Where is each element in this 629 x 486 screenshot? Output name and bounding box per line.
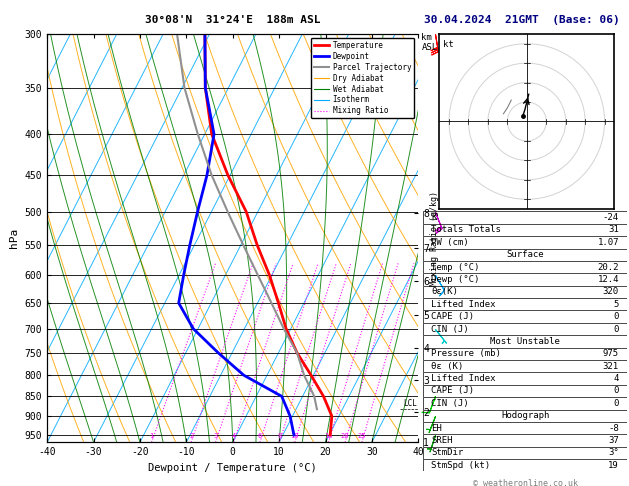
- Text: 20: 20: [341, 433, 349, 439]
- Y-axis label: hPa: hPa: [9, 228, 19, 248]
- Text: PW (cm): PW (cm): [431, 238, 469, 247]
- Text: 4: 4: [231, 433, 236, 439]
- Text: 1: 1: [150, 433, 153, 439]
- Text: 0: 0: [613, 399, 619, 408]
- Text: CAPE (J): CAPE (J): [431, 312, 474, 321]
- Text: StmSpd (kt): StmSpd (kt): [431, 461, 491, 470]
- Text: 20.2: 20.2: [598, 262, 619, 272]
- Text: StmDir: StmDir: [431, 449, 464, 457]
- Text: 8: 8: [277, 433, 282, 439]
- Text: Most Unstable: Most Unstable: [490, 337, 560, 346]
- Legend: Temperature, Dewpoint, Parcel Trajectory, Dry Adiabat, Wet Adiabat, Isotherm, Mi: Temperature, Dewpoint, Parcel Trajectory…: [311, 38, 415, 119]
- Text: 4: 4: [613, 374, 619, 383]
- Text: Lifted Index: Lifted Index: [431, 300, 496, 309]
- Text: LCL: LCL: [403, 399, 417, 408]
- Text: CAPE (J): CAPE (J): [431, 386, 474, 396]
- Text: 0: 0: [613, 312, 619, 321]
- Text: 3°: 3°: [608, 449, 619, 457]
- Text: 10: 10: [291, 433, 299, 439]
- Text: EH: EH: [431, 424, 442, 433]
- Text: Totals Totals: Totals Totals: [431, 226, 501, 234]
- Text: K: K: [431, 213, 437, 222]
- Text: 1.07: 1.07: [598, 238, 619, 247]
- Text: km
ASL: km ASL: [421, 33, 438, 52]
- Text: 2: 2: [189, 433, 193, 439]
- Text: Lifted Index: Lifted Index: [431, 374, 496, 383]
- Text: 16: 16: [325, 433, 333, 439]
- Text: Mixing Ratio (g/kg): Mixing Ratio (g/kg): [430, 191, 438, 286]
- Text: Hodograph: Hodograph: [501, 411, 549, 420]
- Text: SREH: SREH: [431, 436, 453, 445]
- Text: Surface: Surface: [506, 250, 544, 259]
- Text: 19: 19: [608, 461, 619, 470]
- Text: 12.4: 12.4: [598, 275, 619, 284]
- Text: CIN (J): CIN (J): [431, 399, 469, 408]
- X-axis label: Dewpoint / Temperature (°C): Dewpoint / Temperature (°C): [148, 463, 317, 473]
- Text: 6: 6: [258, 433, 262, 439]
- Text: 0: 0: [613, 325, 619, 333]
- Text: 37: 37: [608, 436, 619, 445]
- Text: Dewp (°C): Dewp (°C): [431, 275, 480, 284]
- Text: 321: 321: [603, 362, 619, 371]
- Text: © weatheronline.co.uk: © weatheronline.co.uk: [473, 479, 577, 486]
- Text: Temp (°C): Temp (°C): [431, 262, 480, 272]
- Text: 30°08'N  31°24'E  188m ASL: 30°08'N 31°24'E 188m ASL: [145, 15, 321, 25]
- Text: kt: kt: [443, 40, 454, 49]
- Text: 31: 31: [608, 226, 619, 234]
- Text: Pressure (mb): Pressure (mb): [431, 349, 501, 358]
- Text: 0: 0: [613, 386, 619, 396]
- Text: 975: 975: [603, 349, 619, 358]
- Text: 320: 320: [603, 287, 619, 296]
- Text: -24: -24: [603, 213, 619, 222]
- Text: θε (K): θε (K): [431, 362, 464, 371]
- Text: -8: -8: [608, 424, 619, 433]
- Text: θε(K): θε(K): [431, 287, 459, 296]
- Text: 3: 3: [213, 433, 218, 439]
- Text: 25: 25: [358, 433, 366, 439]
- Text: 30.04.2024  21GMT  (Base: 06): 30.04.2024 21GMT (Base: 06): [424, 15, 620, 25]
- Text: 5: 5: [613, 300, 619, 309]
- Text: CIN (J): CIN (J): [431, 325, 469, 333]
